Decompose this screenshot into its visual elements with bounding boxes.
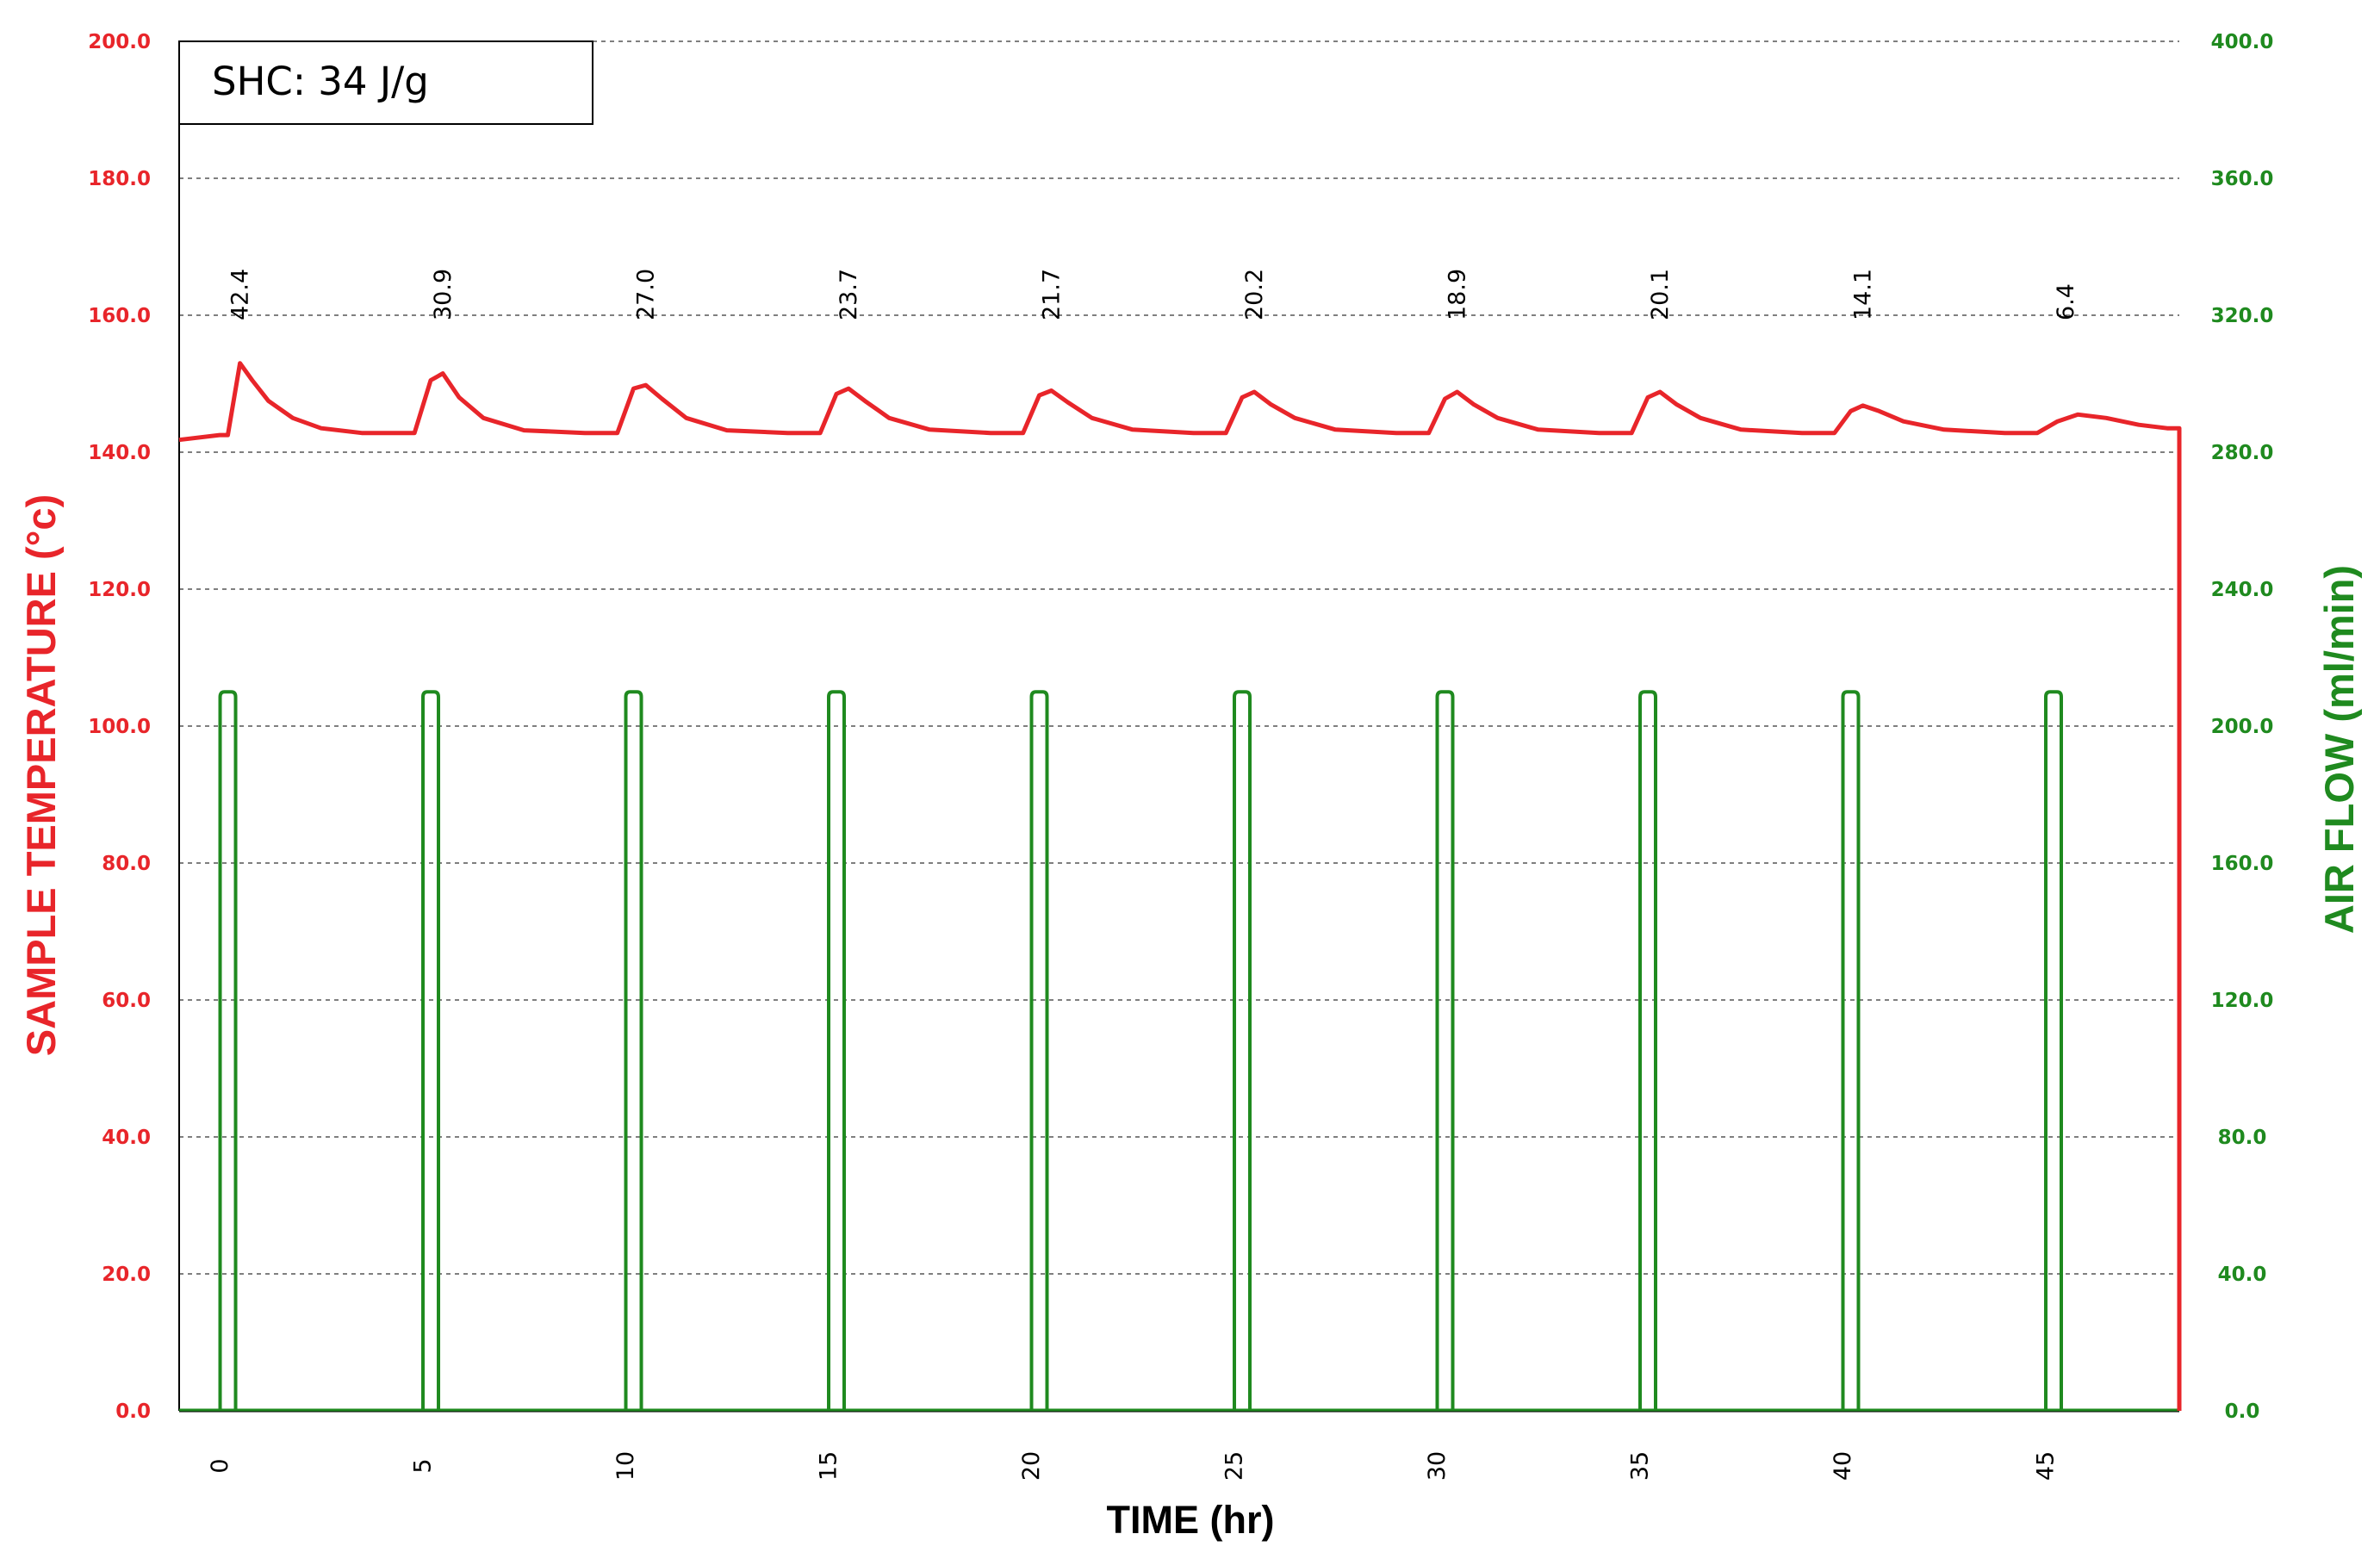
x-tick-label: 20 [1018,1451,1045,1481]
x-tick-label: 5 [410,1458,437,1473]
x-tick-label: 25 [1221,1451,1248,1481]
x-tick-label: 45 [2033,1451,2060,1481]
y-right-tick-label: 0.0 [2225,1400,2260,1423]
x-tick-label: 15 [816,1451,842,1481]
peak-annotation: 18.9 [1445,269,1471,320]
y-left-tick-label: 0.0 [115,1400,151,1423]
tick-labels: 0.020.040.060.080.0100.0120.0140.0160.01… [88,31,2273,1481]
airflow-pulse [218,690,238,1411]
y-left-tick-label: 140.0 [88,442,151,464]
y-left-tick-label: 80.0 [102,853,151,875]
airflow-pulse [1233,690,1252,1411]
y-right-tick-label: 360.0 [2211,168,2274,190]
peak-annotation: 14.1 [1850,269,1877,320]
y-right-tick-label: 120.0 [2211,990,2274,1012]
y-left-tick-label: 160.0 [88,305,151,327]
airflow-pulse [421,690,441,1411]
airflow-pulse [1029,690,1049,1411]
y-axis-right-label: AIR FLOW (ml/min) [2316,565,2362,934]
y-axis-left-label: SAMPLE TEMPERATURE (°c) [18,494,64,1056]
shc-label: SHC: 34 J/g [212,59,429,104]
grid-lines [179,40,2179,1275]
peak-annotation: 23.7 [836,269,862,320]
airflow-pulse [1638,690,1657,1411]
airflow-series [179,690,2179,1412]
peak-annotation: 27.0 [633,269,660,320]
y-right-tick-label: 40.0 [2218,1264,2267,1286]
y-right-tick-label: 320.0 [2211,305,2274,327]
peak-annotation: 42.4 [227,269,254,320]
y-left-tick-label: 180.0 [88,168,151,190]
x-tick-label: 0 [207,1458,233,1473]
airflow-pulse [827,690,847,1411]
x-axis-label: TIME (hr) [1107,1498,1275,1542]
y-right-tick-label: 200.0 [2211,716,2274,738]
y-right-tick-label: 400.0 [2211,31,2274,53]
peak-annotation: 30.9 [430,269,457,320]
y-left-tick-label: 100.0 [88,716,151,738]
y-right-tick-label: 240.0 [2211,579,2274,601]
peak-annotation: 20.2 [1241,269,1268,320]
y-left-tick-label: 60.0 [102,990,151,1012]
y-right-tick-label: 80.0 [2218,1127,2267,1149]
peak-annotation: 20.1 [1647,269,1674,320]
y-left-tick-label: 120.0 [88,579,151,601]
x-tick-label: 40 [1830,1451,1856,1481]
airflow-pulse [624,690,643,1411]
peak-annotations: 42.4 30.9 27.0 23.7 21.7 20.2 18.9 20.1 14.1 6.4 [227,269,2079,320]
y-right-tick-label: 280.0 [2211,442,2274,464]
temperature-series [178,361,2182,1411]
y-right-tick-label: 160.0 [2211,853,2274,875]
x-tick-label: 10 [612,1451,639,1481]
temperature-line [178,361,2182,1411]
y-left-tick-label: 40.0 [102,1127,151,1149]
y-left-tick-label: 200.0 [88,31,151,53]
airflow-pulse [2043,690,2063,1411]
axes [178,124,2179,1413]
airflow-pulse [1435,690,1455,1411]
y-left-tick-label: 20.0 [102,1264,151,1286]
shc-box: SHC: 34 J/g [178,40,593,125]
x-tick-label: 35 [1627,1451,1654,1481]
peak-annotation: 21.7 [1039,269,1066,320]
airflow-pulse [1841,690,1861,1411]
peak-annotation: 6.4 [2053,283,2079,320]
x-tick-label: 30 [1424,1451,1451,1481]
